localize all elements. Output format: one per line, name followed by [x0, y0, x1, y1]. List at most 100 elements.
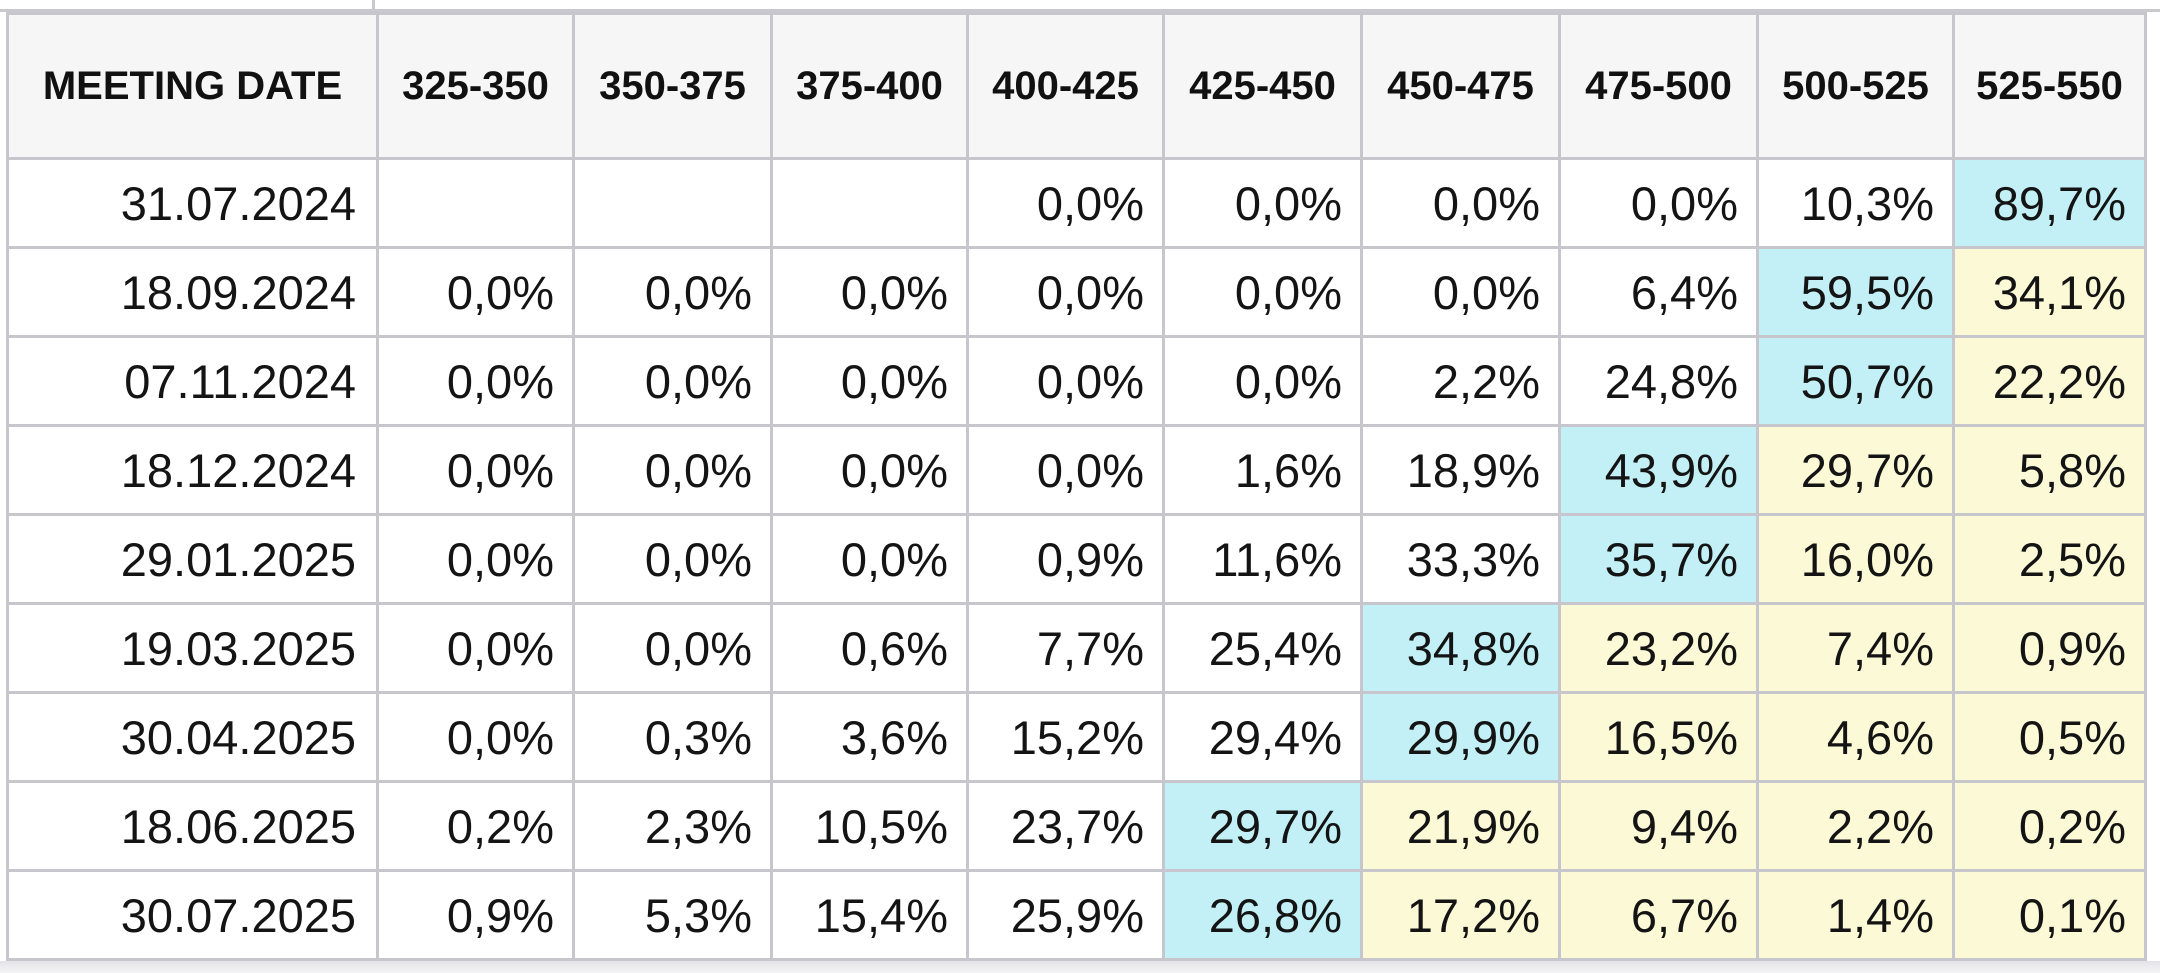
column-header-range[interactable]: 375-400	[770, 12, 969, 160]
probability-cell: 29,7%	[1756, 424, 1955, 516]
probability-cell: 2,3%	[572, 780, 773, 872]
probability-cell: 16,5%	[1558, 691, 1759, 783]
probability-cell: 10,5%	[770, 780, 969, 872]
meeting-date-cell: 30.04.2025	[6, 691, 379, 783]
probability-cell: 6,4%	[1558, 246, 1759, 338]
table-top-edge	[0, 0, 2160, 12]
probability-cell: 0,0%	[1360, 246, 1561, 338]
probability-cell: 0,0%	[572, 424, 773, 516]
probability-cell: 0,3%	[572, 691, 773, 783]
probability-cell: 59,5%	[1756, 246, 1955, 338]
probability-cell: 0,0%	[1360, 157, 1561, 249]
meeting-date-cell: 18.12.2024	[6, 424, 379, 516]
column-header-range[interactable]: 450-475	[1360, 12, 1561, 160]
meeting-date-cell: 30.07.2025	[6, 869, 379, 961]
probability-cell: 89,7%	[1952, 157, 2147, 249]
probability-cell: 0,9%	[1952, 602, 2147, 694]
probability-cell: 0,0%	[376, 691, 575, 783]
probability-cell: 16,0%	[1756, 513, 1955, 605]
column-header-range[interactable]: 475-500	[1558, 12, 1759, 160]
probability-cell: 0,0%	[572, 602, 773, 694]
table-body: 31.07.2024 0,0% 0,0% 0,0% 0,0% 10,3% 89,7% 18.0…	[6, 157, 2147, 961]
probability-cell: 0,0%	[770, 246, 969, 338]
probability-cell	[376, 157, 575, 249]
column-header-range[interactable]: 400-425	[966, 12, 1165, 160]
table-row: 29.01.2025 0,0% 0,0% 0,0% 0,9% 11,6% 33,3% 35,7…	[6, 513, 2147, 605]
probability-cell: 29,7%	[1162, 780, 1363, 872]
probability-cell: 18,9%	[1360, 424, 1561, 516]
probability-cell: 34,1%	[1952, 246, 2147, 338]
probability-cell: 29,9%	[1360, 691, 1561, 783]
probability-cell: 0,6%	[770, 602, 969, 694]
table-row: 18.09.2024 0,0% 0,0% 0,0% 0,0% 0,0% 0,0% 6,4% 59…	[6, 246, 2147, 338]
probability-cell: 34,8%	[1360, 602, 1561, 694]
probability-cell: 33,3%	[1360, 513, 1561, 605]
probability-cell: 2,2%	[1756, 780, 1955, 872]
probability-cell: 21,9%	[1360, 780, 1561, 872]
table-header-row: MEETING DATE 325-350 350-375 375-400 400-42…	[6, 12, 2147, 160]
probability-cell: 0,0%	[1162, 335, 1363, 427]
probability-cell: 0,0%	[770, 335, 969, 427]
probability-cell: 0,0%	[572, 335, 773, 427]
meeting-date-cell: 31.07.2024	[6, 157, 379, 249]
probability-cell: 1,6%	[1162, 424, 1363, 516]
probability-cell: 0,5%	[1952, 691, 2147, 783]
probability-cell: 25,9%	[966, 869, 1165, 961]
rate-probability-table: MEETING DATE 325-350 350-375 375-400 400-42…	[6, 12, 2147, 961]
probability-cell: 0,0%	[1162, 157, 1363, 249]
probability-cell: 0,0%	[376, 246, 575, 338]
probability-cell: 22,2%	[1952, 335, 2147, 427]
probability-cell: 2,2%	[1360, 335, 1561, 427]
probability-cell	[572, 157, 773, 249]
meeting-date-cell: 19.03.2025	[6, 602, 379, 694]
probability-cell: 7,7%	[966, 602, 1165, 694]
probability-cell: 0,0%	[376, 335, 575, 427]
table-row: 18.12.2024 0,0% 0,0% 0,0% 0,0% 1,6% 18,9% 43,9%…	[6, 424, 2147, 516]
probability-cell: 1,4%	[1756, 869, 1955, 961]
probability-cell: 3,6%	[770, 691, 969, 783]
probability-cell: 0,0%	[770, 424, 969, 516]
probability-cell: 15,2%	[966, 691, 1165, 783]
column-header-meeting-date[interactable]: MEETING DATE	[6, 12, 379, 160]
meeting-date-cell: 18.06.2025	[6, 780, 379, 872]
probability-cell: 25,4%	[1162, 602, 1363, 694]
column-header-range[interactable]: 500-525	[1756, 12, 1955, 160]
probability-cell: 0,0%	[572, 513, 773, 605]
meeting-date-cell: 18.09.2024	[6, 246, 379, 338]
table-row: 31.07.2024 0,0% 0,0% 0,0% 0,0% 10,3% 89,7%	[6, 157, 2147, 249]
column-header-range[interactable]: 425-450	[1162, 12, 1363, 160]
column-header-range[interactable]: 325-350	[376, 12, 575, 160]
probability-cell: 23,2%	[1558, 602, 1759, 694]
probability-cell: 0,9%	[966, 513, 1165, 605]
probability-cell: 4,6%	[1756, 691, 1955, 783]
probability-cell: 6,7%	[1558, 869, 1759, 961]
probability-cell: 0,0%	[966, 424, 1165, 516]
probability-cell: 0,0%	[966, 157, 1165, 249]
column-divider	[372, 0, 375, 12]
table-row: 30.04.2025 0,0% 0,3% 3,6% 15,2% 29,4% 29,9% 16,…	[6, 691, 2147, 783]
probability-cell: 10,3%	[1756, 157, 1955, 249]
table-row: 07.11.2024 0,0% 0,0% 0,0% 0,0% 0,0% 2,2% 24,8% 5…	[6, 335, 2147, 427]
column-header-range[interactable]: 350-375	[572, 12, 773, 160]
table-row: 19.03.2025 0,0% 0,0% 0,6% 7,7% 25,4% 34,8% 23,2…	[6, 602, 2147, 694]
meeting-date-cell: 07.11.2024	[6, 335, 379, 427]
probability-cell: 35,7%	[1558, 513, 1759, 605]
probability-cell: 0,0%	[770, 513, 969, 605]
probability-cell: 5,8%	[1952, 424, 2147, 516]
meeting-date-cell: 29.01.2025	[6, 513, 379, 605]
probability-cell	[770, 157, 969, 249]
probability-cell: 0,0%	[966, 246, 1165, 338]
table-row: 30.07.2025 0,9% 5,3% 15,4% 25,9% 26,8% 17,2% 6,…	[6, 869, 2147, 961]
column-header-range[interactable]: 525-550	[1952, 12, 2147, 160]
probability-cell: 0,2%	[1952, 780, 2147, 872]
probability-cell: 0,0%	[1558, 157, 1759, 249]
probability-cell: 43,9%	[1558, 424, 1759, 516]
probability-cell: 2,5%	[1952, 513, 2147, 605]
table-row: 18.06.2025 0,2% 2,3% 10,5% 23,7% 29,7% 21,9% 9,…	[6, 780, 2147, 872]
probability-cell: 50,7%	[1756, 335, 1955, 427]
probability-cell: 0,2%	[376, 780, 575, 872]
probability-cell: 5,3%	[572, 869, 773, 961]
probability-cell: 15,4%	[770, 869, 969, 961]
probability-cell: 7,4%	[1756, 602, 1955, 694]
